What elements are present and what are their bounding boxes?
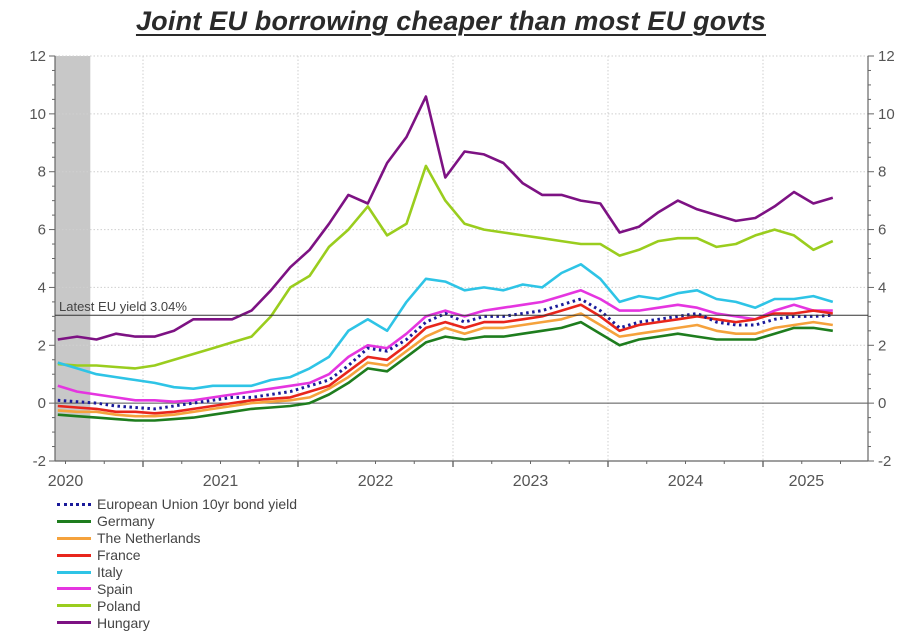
legend-item: Poland (57, 597, 297, 614)
series-line-spain (57, 288, 833, 404)
series-line-european-union-10yr-bond-yield (57, 297, 833, 411)
y-tick-label-left: 2 (38, 337, 46, 354)
y-tick-label-left: 0 (38, 395, 46, 412)
x-tick-label: 2025 (789, 473, 825, 490)
y-tick-label-right: 6 (878, 222, 886, 239)
legend-swatch (57, 621, 91, 625)
reference-line-label: Latest EU yield 3.04% (59, 299, 187, 314)
legend-swatch (57, 536, 91, 540)
legend: European Union 10yr bond yield Germany The… (57, 496, 297, 631)
y-tick-label-right: 12 (878, 48, 895, 65)
y-tick-label-left: 10 (29, 106, 46, 123)
x-tick-label: 2024 (668, 473, 704, 490)
y-tick-label-left: 6 (38, 222, 46, 239)
y-tick-label-right: 8 (878, 164, 886, 181)
legend-item: Germany (57, 513, 297, 530)
legend-label: Hungary (97, 614, 150, 631)
y-tick-label-right: 0 (878, 395, 886, 412)
series-line-france (57, 303, 833, 415)
y-tick-label-right: 2 (878, 337, 886, 354)
y-tick-label-right: -2 (878, 453, 891, 470)
legend-item: Spain (57, 580, 297, 597)
y-tick-label-left: 8 (38, 164, 46, 181)
x-tick-label: 2023 (513, 473, 549, 490)
legend-label: France (97, 547, 141, 564)
legend-label: Italy (97, 564, 123, 580)
legend-label: The Netherlands (97, 530, 201, 547)
y-tick-label-left: 12 (29, 48, 46, 65)
x-tick-label: 2022 (358, 473, 394, 490)
legend-item: European Union 10yr bond yield (57, 496, 297, 513)
series-line-italy (57, 262, 834, 391)
series-line-the-netherlands (57, 312, 833, 418)
legend-swatch (57, 570, 91, 574)
legend-label: Poland (97, 597, 141, 614)
series-line-poland (57, 164, 834, 370)
y-tick-label-left: 4 (38, 279, 46, 296)
chart-title: Joint EU borrowing cheaper than most EU … (135, 6, 767, 36)
legend-item: Hungary (57, 614, 297, 631)
legend-swatch (57, 519, 91, 523)
series-line-hungary (57, 95, 834, 341)
legend-item: France (57, 547, 297, 564)
legend-label: Germany (97, 513, 155, 530)
y-tick-label-left: -2 (33, 453, 46, 470)
x-tick-label: 2021 (203, 473, 239, 490)
legend-label: European Union 10yr bond yield (97, 496, 298, 513)
legend-item: The Netherlands (57, 530, 297, 547)
legend-swatch (57, 604, 91, 608)
y-tick-label-right: 10 (878, 106, 895, 123)
y-tick-label-right: 4 (878, 279, 886, 296)
x-tick-label: 2020 (48, 473, 84, 490)
series-line-germany (57, 320, 833, 422)
legend-swatch (57, 502, 91, 506)
legend-item: Italy (57, 564, 297, 581)
legend-swatch (57, 553, 91, 557)
legend-label: Spain (97, 580, 133, 597)
legend-swatch (57, 587, 91, 591)
